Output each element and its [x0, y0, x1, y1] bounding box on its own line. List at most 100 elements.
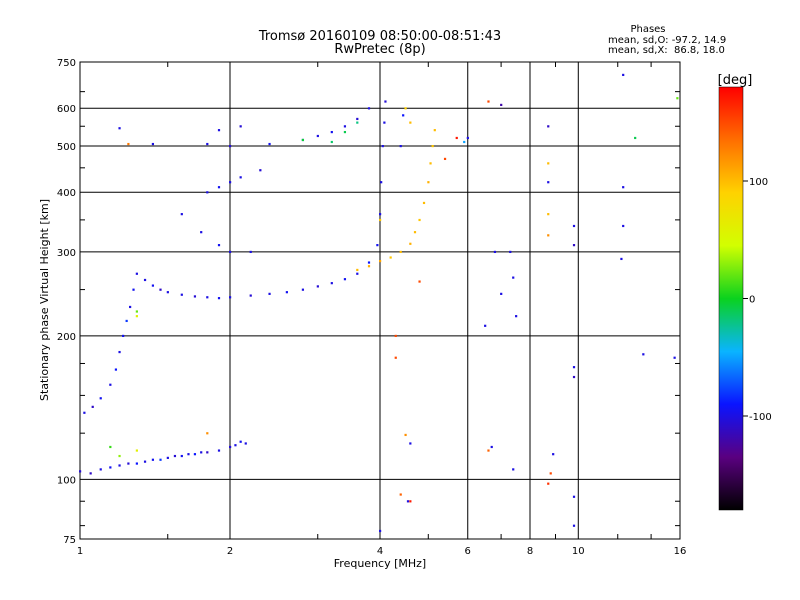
echo-point: [431, 144, 434, 148]
echo-point: [547, 181, 550, 184]
echo-point: [443, 157, 447, 161]
y-axis-label: Stationary phase Virtual Height [km]: [38, 199, 51, 401]
echo-point: [151, 142, 155, 146]
echo-point: [547, 162, 550, 165]
echo-point: [151, 458, 155, 461]
echo-point: [125, 319, 128, 323]
echo-point: [356, 272, 359, 275]
echo-point: [379, 213, 382, 216]
echo-point: [143, 278, 147, 282]
y-tick-label: 100: [57, 475, 76, 486]
y-tick-label: 300: [57, 248, 76, 259]
colorbar-tick-label: -100: [749, 412, 772, 423]
echo-point: [487, 100, 490, 103]
echo-point: [229, 296, 232, 299]
colorbar-tick-label: 100: [749, 177, 768, 188]
chart-title: Tromsø 20160109 08:50:00-08:51:43: [258, 29, 501, 44]
echo-point: [572, 524, 576, 527]
echo-point: [330, 140, 333, 144]
echo-point: [301, 288, 305, 291]
echo-point: [217, 449, 221, 452]
echo-point: [356, 268, 359, 272]
echo-point: [83, 411, 86, 414]
y-tick-label: 75: [63, 535, 76, 546]
echo-point: [676, 97, 679, 100]
echo-point: [343, 125, 347, 128]
echo-point: [493, 250, 497, 254]
y-tick-label: 400: [57, 188, 76, 199]
echo-point: [433, 129, 436, 132]
echo-point: [316, 134, 319, 138]
echo-point: [109, 466, 112, 469]
echo-point: [206, 432, 209, 435]
echo-point: [114, 368, 118, 371]
echo-point: [206, 451, 209, 454]
echo-point: [394, 334, 397, 338]
echo-point: [180, 213, 183, 216]
echo-point: [217, 244, 221, 247]
echo-point: [367, 261, 371, 264]
echo-point: [381, 144, 384, 148]
x-tick-label: 1: [77, 546, 83, 557]
echo-point: [500, 292, 503, 295]
echo-point: [118, 454, 121, 458]
y-tick-label: 200: [57, 332, 76, 343]
echo-point: [642, 353, 645, 356]
phase-stats-x: mean, sd,X: 86.8, 18.0: [608, 45, 725, 56]
echo-point: [356, 121, 359, 124]
echo-point: [547, 213, 550, 216]
echo-point: [622, 224, 625, 228]
echo-point: [166, 456, 169, 459]
echo-point: [463, 140, 466, 144]
echo-point: [109, 445, 112, 449]
echo-point: [187, 453, 190, 456]
x-axis-label: Frequency [MHz]: [334, 557, 426, 570]
grid-lines: [80, 62, 680, 539]
echo-point: [427, 181, 430, 184]
echo-point: [399, 493, 402, 496]
echo-point: [135, 310, 138, 313]
echo-point: [376, 244, 379, 247]
echo-point: [500, 103, 503, 107]
echo-point: [234, 444, 237, 447]
echo-point: [552, 453, 555, 456]
echo-point: [384, 100, 387, 103]
echo-point: [622, 73, 625, 77]
echo-point: [268, 292, 271, 295]
echo-point: [285, 291, 288, 294]
echo-point: [409, 121, 412, 124]
echo-point: [343, 130, 347, 134]
echo-point: [399, 250, 402, 254]
y-axis-ticks: 75 100 200 300 400 500 600 750: [57, 58, 680, 546]
echo-point: [413, 231, 417, 234]
phase-colorbar: [718, 86, 744, 511]
echo-point: [79, 470, 82, 473]
colorbar-ticks: -100 0 100: [743, 177, 772, 423]
echo-point: [249, 250, 252, 254]
echo-point: [409, 242, 412, 245]
echo-point: [389, 256, 392, 259]
echo-point: [512, 276, 515, 279]
echo-point: [394, 356, 397, 359]
echo-point: [217, 129, 221, 132]
echo-point: [109, 383, 112, 386]
echo-point: [229, 445, 232, 449]
y-tick-label: 600: [57, 104, 76, 115]
y-tick-label: 750: [57, 58, 76, 69]
x-tick-label: 6: [465, 546, 471, 557]
echo-point: [484, 324, 487, 327]
echo-point: [409, 442, 412, 445]
echo-point: [549, 472, 552, 475]
echo-point: [217, 297, 221, 300]
phase-stats-heading: Phases: [630, 24, 665, 35]
echo-point: [572, 495, 576, 498]
echo-point: [404, 107, 407, 110]
echo-point: [634, 136, 637, 140]
echo-point: [180, 454, 183, 458]
phase-stats-o: mean, sd,O: -97.2, 14.9: [608, 35, 726, 46]
echo-point: [239, 176, 242, 179]
echo-point: [200, 451, 203, 454]
echo-point: [143, 460, 147, 463]
echo-point: [180, 293, 183, 296]
